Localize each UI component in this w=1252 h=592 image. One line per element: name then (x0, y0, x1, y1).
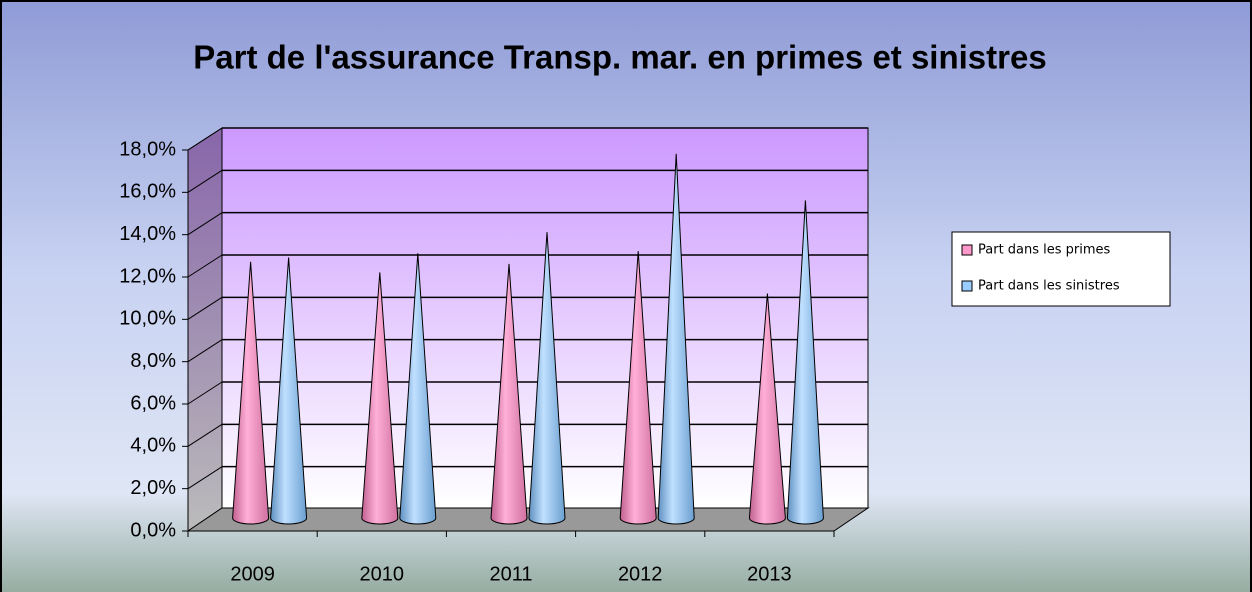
legend-label: Part dans les primes (978, 243, 1111, 258)
legend-swatch (961, 280, 973, 292)
legend-swatch (961, 244, 973, 256)
x-tick-label: 2010 (360, 563, 405, 585)
grid-line-side (187, 254, 223, 278)
y-tick-label: 12,0% (119, 265, 176, 287)
x-tick-label: 2012 (618, 563, 663, 585)
grid-line-side (187, 169, 223, 193)
y-tick-label: 4,0% (130, 435, 176, 457)
cone (748, 293, 786, 525)
legend-box (951, 231, 1171, 307)
cone (399, 253, 437, 525)
chart-title: Part de l'assurance Transp. mar. en prim… (193, 39, 1046, 76)
grid-line-side (187, 212, 223, 236)
x-tick-label: 2013 (747, 563, 792, 585)
legend-label: Part dans les sinistres (978, 279, 1120, 294)
grid-line-side (187, 127, 223, 151)
grid-line-side (187, 466, 223, 490)
cone (361, 272, 399, 525)
cone (270, 257, 308, 525)
cone (490, 263, 528, 525)
grid-line-side (187, 381, 223, 405)
y-tick-label: 2,0% (130, 477, 176, 499)
y-tick-label: 0,0% (130, 519, 176, 541)
grid-line-side (187, 423, 223, 447)
cone (528, 232, 566, 525)
legend: Part dans les primes Part dans les sinist… (951, 231, 1171, 307)
x-tick-label: 2011 (489, 563, 532, 585)
x-tick-label: 2009 (230, 563, 275, 585)
y-tick-label: 6,0% (130, 392, 176, 414)
cone (786, 200, 824, 525)
cone (232, 261, 270, 525)
y-tick-label: 16,0% (119, 181, 176, 203)
grid-line-side (187, 296, 223, 320)
y-tick-label: 14,0% (119, 223, 176, 245)
grid-line-side (187, 339, 223, 363)
y-tick-label: 8,0% (130, 350, 176, 372)
y-tick-label: 10,0% (119, 308, 176, 330)
cone (657, 153, 695, 525)
y-tick-label: 18,0% (119, 138, 176, 160)
cone (619, 251, 657, 525)
